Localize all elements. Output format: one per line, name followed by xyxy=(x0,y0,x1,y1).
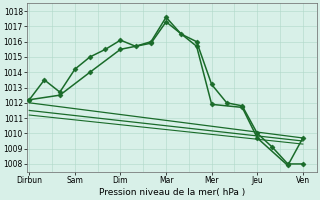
X-axis label: Pression niveau de la mer( hPa ): Pression niveau de la mer( hPa ) xyxy=(99,188,245,197)
